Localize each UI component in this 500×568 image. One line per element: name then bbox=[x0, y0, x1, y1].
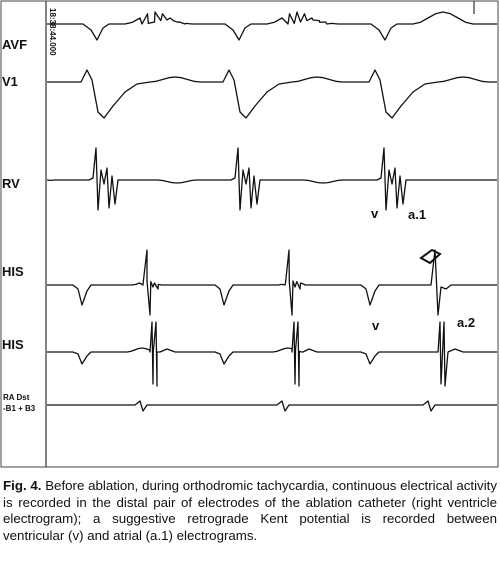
waveform bbox=[47, 249, 497, 316]
caption: Fig. 4. Before ablation, during orthodro… bbox=[3, 478, 497, 544]
waveform bbox=[47, 69, 497, 119]
lead-label: AVF bbox=[2, 37, 27, 52]
frame bbox=[0, 0, 499, 468]
lead-label: HIS bbox=[2, 264, 24, 279]
arrow bbox=[419, 248, 442, 265]
caption-text: Before ablation, during orthodromic tach… bbox=[3, 478, 497, 543]
waveform bbox=[47, 11, 497, 41]
annotation: a.1 bbox=[408, 207, 426, 222]
traces bbox=[46, 11, 497, 412]
waveform bbox=[47, 321, 497, 387]
annotation: v bbox=[371, 206, 379, 221]
lead-label: HIS bbox=[2, 337, 24, 352]
waveform bbox=[46, 147, 497, 211]
lead-label: RA Dst bbox=[3, 393, 30, 402]
timestamp: 18:38:44.000 bbox=[48, 8, 57, 56]
annotation: v bbox=[372, 318, 380, 333]
lead-label: V1 bbox=[2, 74, 18, 89]
annotation: a.2 bbox=[457, 315, 475, 330]
lead-label: RV bbox=[2, 176, 20, 191]
waveform bbox=[47, 400, 497, 412]
caption-label: Fig. 4. bbox=[3, 478, 42, 493]
figure: 18:38:44.000 AVF V1 RV HIS HIS RA Dst -B… bbox=[0, 0, 499, 468]
lead-label: -B1 + B3 bbox=[3, 404, 36, 413]
